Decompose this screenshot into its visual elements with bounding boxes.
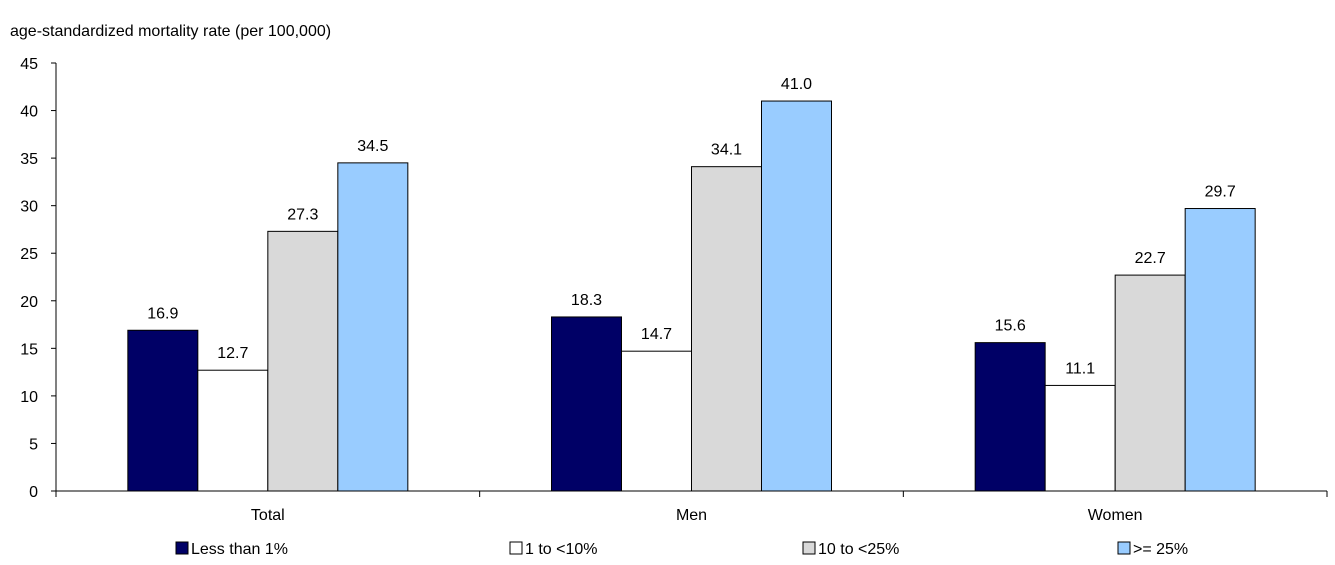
data-label: 34.1 [711,142,742,159]
legend-label: >= 25% [1133,541,1188,558]
data-label: 27.3 [287,206,318,223]
y-tick-label: 35 [20,151,38,168]
x-category-label: Total [251,507,285,524]
data-label: 18.3 [571,292,602,309]
bar [337,162,409,492]
data-label: 29.7 [1205,184,1236,201]
data-label: 14.7 [641,326,672,343]
y-tick-label: 30 [20,199,38,216]
bar [1184,208,1256,492]
legend-label: 1 to <10% [525,541,598,558]
legend-label: Less than 1% [191,541,288,558]
legend: Less than 1% 1 to <10% 10 to <25% >= 25% [175,541,1188,558]
y-tick-label: 20 [20,294,38,311]
y-axis-ticks: 0 5 10 15 20 25 30 35 40 45 [20,56,56,501]
bar [621,350,692,492]
y-tick-label: 10 [20,389,38,406]
legend-swatch [175,541,189,555]
bar [691,166,762,492]
x-category-label: Women [1088,507,1143,524]
data-label: 11.1 [1065,360,1095,377]
legend-swatch [802,541,816,555]
y-tick-label: 5 [29,436,38,453]
bars [127,100,1256,492]
bar [127,329,199,492]
y-tick-label: 0 [29,484,38,501]
data-labels: 16.9 12.7 27.3 34.5 18.3 14.7 34.1 41.0 15.6 11.1… [147,76,1236,377]
data-label: 22.7 [1135,250,1166,267]
data-label: 16.9 [147,305,178,322]
bar [974,342,1046,492]
x-axis-categories: Total Men Women [251,507,1143,524]
y-tick-label: 25 [20,246,38,263]
axes [55,63,1328,497]
y-tick-label: 45 [20,56,38,73]
bar [1044,384,1116,492]
bar [267,230,339,492]
bar [761,100,832,492]
bar [1114,274,1186,492]
legend-swatch [1117,541,1131,555]
data-label: 15.6 [995,318,1026,335]
data-label: 34.5 [357,138,388,155]
bar [197,369,269,492]
bar [551,316,622,492]
x-category-label: Men [676,507,707,524]
data-label: 41.0 [781,76,812,93]
y-tick-label: 15 [20,341,38,358]
legend-swatch [509,541,523,555]
y-tick-label: 40 [20,104,38,121]
legend-label: 10 to <25% [818,541,899,558]
data-label: 12.7 [217,345,248,362]
y-axis-title: age-standardized mortality rate (per 100… [10,23,331,40]
